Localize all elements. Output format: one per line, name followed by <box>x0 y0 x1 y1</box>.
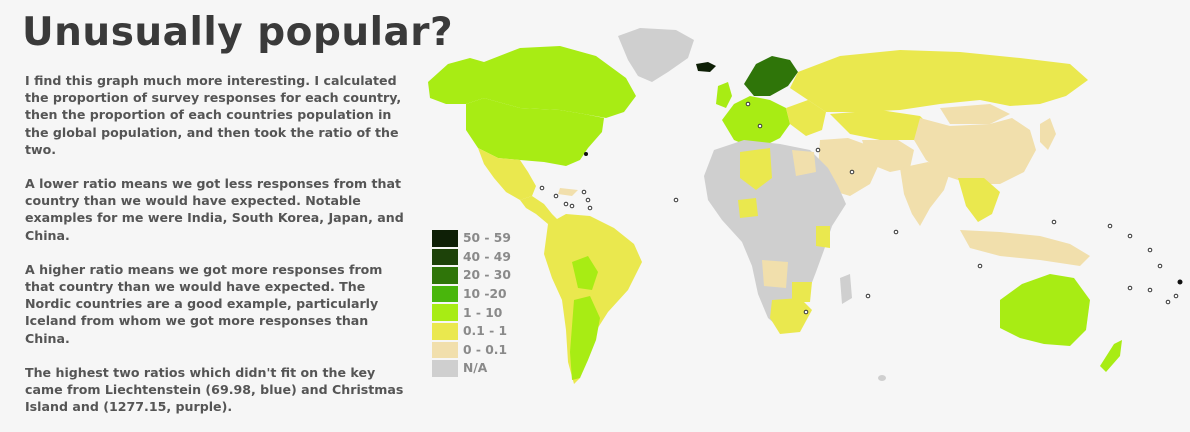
marker-dark <box>584 152 588 156</box>
region-antarctica <box>878 375 886 381</box>
region-madagascar <box>840 274 852 304</box>
region-alaska <box>428 58 484 104</box>
legend-swatch <box>432 230 458 247</box>
region-south-america <box>544 214 642 384</box>
region-angola <box>762 260 788 288</box>
region-central-america <box>520 196 560 224</box>
legend-swatch <box>432 360 458 377</box>
region-greenland <box>618 28 694 82</box>
legend-swatch <box>432 304 458 321</box>
region-cuba <box>558 188 578 196</box>
legend-item: 1 - 10 <box>432 303 511 322</box>
legend-swatch <box>432 267 458 284</box>
region-eastern-europe <box>786 100 826 136</box>
legend-label: 40 - 49 <box>463 249 511 264</box>
legend-label: 20 - 30 <box>463 268 511 283</box>
region-india <box>900 162 950 226</box>
legend-label: 0.1 - 1 <box>463 324 508 339</box>
legend-label: 50 - 59 <box>463 231 511 246</box>
region-kenya <box>816 226 830 248</box>
legend: 50 - 59 40 - 49 20 - 30 10 -20 1 - 10 0.1 - 1… <box>432 229 511 378</box>
region-bolivia <box>572 256 598 290</box>
legend-label: 10 -20 <box>463 287 507 302</box>
region-china <box>914 118 1036 184</box>
region-zambia <box>792 282 812 302</box>
legend-swatch <box>432 322 458 340</box>
region-argentina <box>570 296 600 380</box>
marker-dark-2 <box>1177 279 1183 285</box>
region-usa <box>466 98 604 166</box>
legend-swatch <box>432 341 458 359</box>
legend-item: 20 - 30 <box>432 266 511 285</box>
page-title: Unusually popular? <box>22 10 454 55</box>
legend-item: 0.1 - 1 <box>432 322 511 341</box>
legend-item: 10 -20 <box>432 285 511 304</box>
region-uk <box>716 82 732 108</box>
region-australia <box>1000 274 1090 346</box>
legend-item: N/A <box>432 359 511 378</box>
legend-label: 0 - 0.1 <box>463 342 508 357</box>
legend-swatch <box>432 248 458 266</box>
region-western-europe <box>722 96 790 146</box>
region-canada <box>484 46 636 118</box>
region-indonesia <box>960 230 1090 266</box>
paragraph-3: A higher ratio means we got more respons… <box>25 261 383 346</box>
legend-swatch <box>432 285 458 303</box>
region-mongolia <box>940 104 1010 124</box>
legend-item: 40 - 49 <box>432 248 511 267</box>
region-south-africa <box>770 298 812 334</box>
region-iceland <box>696 62 716 72</box>
legend-item: 50 - 59 <box>432 229 511 248</box>
region-north-africa <box>740 148 772 190</box>
legend-label: 1 - 10 <box>463 305 503 320</box>
region-nigeria <box>738 198 758 218</box>
region-russia <box>790 50 1088 112</box>
region-mexico <box>478 148 536 200</box>
region-central-asia <box>830 110 934 140</box>
legend-label: N/A <box>463 361 488 376</box>
region-se-asia <box>958 178 1000 222</box>
island-markers <box>539 101 1179 315</box>
legend-item: 0 - 0.1 <box>432 341 511 360</box>
paragraph-1: I find this graph much more interesting.… <box>25 73 402 157</box>
region-egypt <box>792 150 816 176</box>
region-new-zealand <box>1100 340 1122 372</box>
paragraph-2: A lower ratio means we got less response… <box>25 176 404 243</box>
region-iran <box>862 140 914 172</box>
region-nordic <box>744 56 798 96</box>
region-japan <box>1040 118 1056 150</box>
world-map <box>428 28 1183 384</box>
